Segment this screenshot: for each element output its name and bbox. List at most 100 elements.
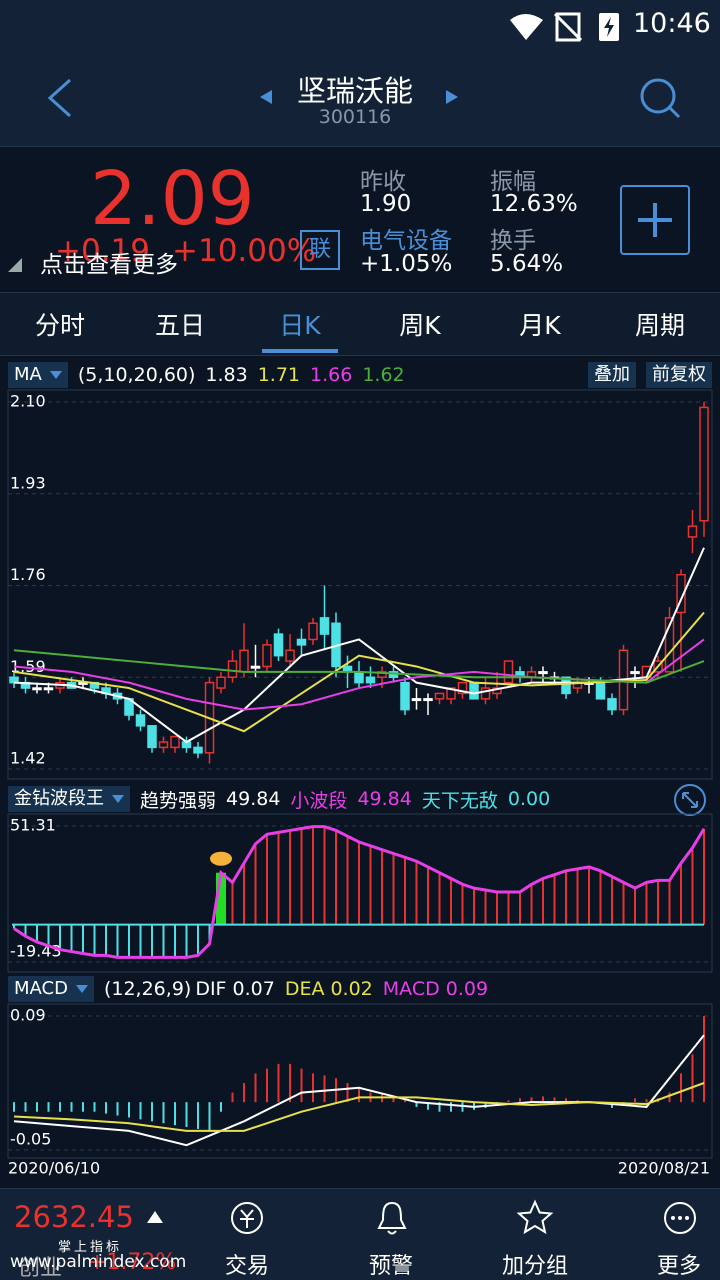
tab[interactable]: 五日 (154, 311, 205, 340)
tab-indicator (262, 349, 338, 353)
prev-stock[interactable] (258, 88, 274, 106)
stock-name: 坚瑞沃能 (296, 74, 413, 108)
macd-bar (254, 1073, 257, 1103)
candle-body (411, 698, 422, 702)
trade-icon[interactable] (227, 1198, 267, 1238)
bar (519, 891, 521, 925)
back-button[interactable] (44, 76, 76, 120)
overlay-buttons: 叠加 前复权 (588, 361, 712, 389)
nav-label[interactable]: 预警 (368, 1254, 413, 1279)
search-button[interactable] (638, 76, 682, 120)
stat-value: 5.64% (490, 251, 564, 277)
bar (162, 924, 165, 958)
candle-body (216, 676, 226, 689)
bar (208, 924, 211, 944)
tab[interactable]: 周K (399, 311, 441, 340)
macd-bar (691, 1054, 694, 1103)
stat-label[interactable]: 电气设备 (360, 228, 452, 254)
bar (415, 861, 418, 925)
chart-button[interactable]: 前复权 (646, 362, 712, 388)
expand-button[interactable] (672, 782, 708, 818)
y-tick-label: -0.05 (10, 1130, 51, 1149)
indicator-name: 金钻波段王 (14, 788, 104, 809)
y-tick-label: 1.59 (10, 657, 46, 676)
bar (116, 924, 119, 958)
indicator-label: 天下无敌 (421, 789, 498, 812)
macd-bar (323, 1075, 326, 1103)
series-name: DIF (195, 978, 227, 1000)
y-tick-label: -19.43 (10, 942, 62, 961)
bar (70, 924, 73, 952)
macd-bar (427, 1102, 429, 1110)
macd-bar (70, 1102, 73, 1112)
y-tick-label: 1.76 (10, 565, 46, 584)
macd-bar (312, 1073, 314, 1103)
indicator-selector[interactable]: 金钻波段王 (8, 786, 130, 812)
bar (105, 924, 107, 956)
arrow-shape (75, 985, 88, 993)
macd-bar (680, 1073, 682, 1103)
candle-body (607, 698, 617, 711)
bar (151, 924, 153, 958)
more-icon[interactable] (660, 1198, 700, 1238)
macd-params: (12,26,9) (103, 978, 192, 1000)
link-button[interactable]: 联 (300, 230, 340, 270)
alert-icon[interactable] (372, 1198, 412, 1238)
nav-label[interactable]: 加分组 (501, 1254, 568, 1279)
tab[interactable]: 周期 (634, 311, 685, 340)
bar (530, 884, 533, 925)
bar (542, 878, 544, 925)
macd-bar (139, 1102, 142, 1120)
ma-line (13, 649, 705, 684)
indicator-selector[interactable]: MA (8, 362, 68, 388)
bar (703, 828, 705, 925)
ma-value: 1.71 (257, 364, 301, 386)
bar (139, 924, 142, 958)
bar (381, 849, 383, 925)
tab[interactable]: 分时 (34, 311, 85, 340)
add-button[interactable] (620, 185, 690, 255)
indicator-label: 小波段 (290, 789, 348, 812)
candle-body (538, 671, 548, 675)
chart-button[interactable]: 叠加 (588, 362, 636, 388)
bar (588, 866, 590, 925)
candle-body (193, 746, 203, 754)
index-name: 创业 (18, 1256, 63, 1280)
index-value[interactable]: 2632.45 (14, 1200, 134, 1234)
candle-body (158, 741, 169, 749)
macd-bar (243, 1083, 245, 1103)
bar (369, 845, 372, 925)
bar (47, 924, 50, 946)
bar (657, 880, 659, 925)
tab[interactable]: 日K (279, 311, 321, 340)
bar (691, 847, 694, 925)
change: +0.19 (55, 233, 150, 269)
macd-bar (277, 1063, 280, 1103)
macd-bar (703, 1016, 705, 1103)
nav-label[interactable]: 更多 (656, 1254, 701, 1279)
price: 2.09 (90, 156, 255, 242)
macd-bar (645, 1099, 648, 1103)
candle-body (78, 681, 88, 685)
candle-body (170, 735, 180, 749)
macd-bar (415, 1102, 418, 1107)
bar (576, 868, 579, 925)
bar (484, 890, 487, 925)
highlight-bar (216, 872, 226, 925)
candle-body (457, 681, 468, 695)
tab[interactable]: 月K (519, 311, 561, 340)
favorite-icon[interactable] (515, 1198, 555, 1238)
candle-body (135, 714, 146, 727)
next-stock[interactable] (444, 88, 460, 106)
status-icons (510, 12, 619, 42)
macd-bar (116, 1102, 119, 1116)
macd-bar (634, 1098, 636, 1103)
candle-body (664, 617, 675, 673)
hint[interactable]: 点击查看更多 (40, 252, 178, 278)
nav-label[interactable]: 交易 (224, 1254, 269, 1279)
bar (93, 924, 96, 956)
tab-bar (0, 292, 720, 356)
indicator-selector[interactable]: MACD (8, 976, 94, 1002)
bar (335, 830, 337, 925)
candle-body (32, 687, 42, 691)
